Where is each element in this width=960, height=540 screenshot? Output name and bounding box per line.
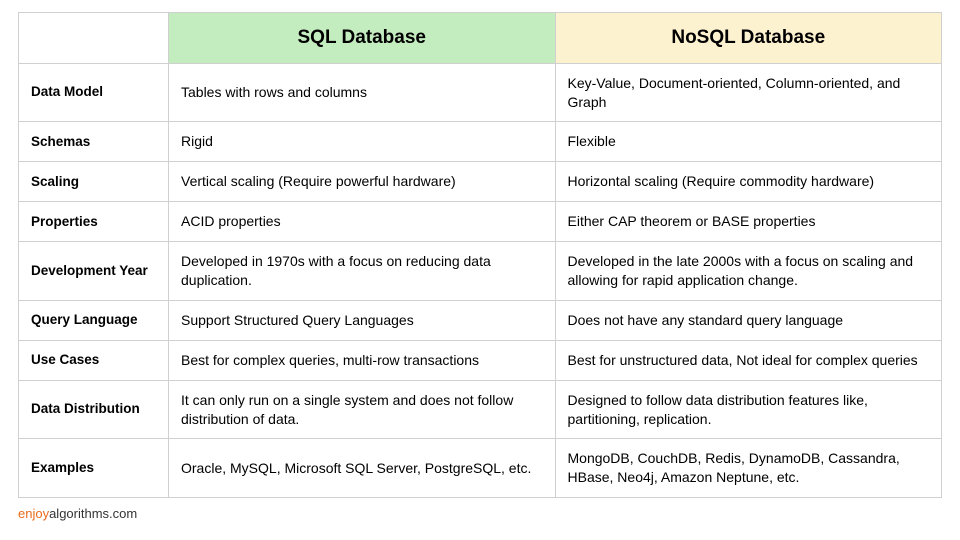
brand-domain: .com: [109, 506, 137, 521]
table-row: Properties ACID properties Either CAP th…: [19, 202, 942, 242]
table-row: Development Year Developed in 1970s with…: [19, 242, 942, 301]
nosql-cell: Either CAP theorem or BASE properties: [555, 202, 942, 242]
sql-cell: Developed in 1970s with a focus on reduc…: [169, 242, 556, 301]
row-label: Schemas: [19, 122, 169, 162]
sql-cell: ACID properties: [169, 202, 556, 242]
table-row: Schemas Rigid Flexible: [19, 122, 942, 162]
nosql-cell: Horizontal scaling (Require commodity ha…: [555, 162, 942, 202]
table-row: Scaling Vertical scaling (Require powerf…: [19, 162, 942, 202]
nosql-header: NoSQL Database: [555, 13, 942, 64]
table-row: Data Model Tables with rows and columns …: [19, 63, 942, 122]
sql-cell: Oracle, MySQL, Microsoft SQL Server, Pos…: [169, 439, 556, 498]
row-label: Examples: [19, 439, 169, 498]
brand-prefix: enjoy: [18, 506, 49, 521]
nosql-cell: Best for unstructured data, Not ideal fo…: [555, 340, 942, 380]
nosql-cell: MongoDB, CouchDB, Redis, DynamoDB, Cassa…: [555, 439, 942, 498]
corner-cell: [19, 13, 169, 64]
sql-header: SQL Database: [169, 13, 556, 64]
row-label: Scaling: [19, 162, 169, 202]
table-row: Examples Oracle, MySQL, Microsoft SQL Se…: [19, 439, 942, 498]
table-row: Use Cases Best for complex queries, mult…: [19, 340, 942, 380]
nosql-cell: Key-Value, Document-oriented, Column-ori…: [555, 63, 942, 122]
brand-suffix: algorithms: [49, 506, 109, 521]
footer-credit: enjoyalgorithms.com: [18, 506, 942, 521]
sql-cell: Vertical scaling (Require powerful hardw…: [169, 162, 556, 202]
nosql-cell: Designed to follow data distribution fea…: [555, 380, 942, 439]
row-label: Data Model: [19, 63, 169, 122]
table-row: Query Language Support Structured Query …: [19, 300, 942, 340]
nosql-cell: Developed in the late 2000s with a focus…: [555, 242, 942, 301]
row-label: Properties: [19, 202, 169, 242]
comparison-table: SQL Database NoSQL Database Data Model T…: [18, 12, 942, 498]
table-header-row: SQL Database NoSQL Database: [19, 13, 942, 64]
sql-cell: Best for complex queries, multi-row tran…: [169, 340, 556, 380]
sql-cell: It can only run on a single system and d…: [169, 380, 556, 439]
nosql-cell: Flexible: [555, 122, 942, 162]
row-label: Data Distribution: [19, 380, 169, 439]
row-label: Use Cases: [19, 340, 169, 380]
row-label: Development Year: [19, 242, 169, 301]
nosql-cell: Does not have any standard query languag…: [555, 300, 942, 340]
sql-cell: Rigid: [169, 122, 556, 162]
table-row: Data Distribution It can only run on a s…: [19, 380, 942, 439]
sql-cell: Support Structured Query Languages: [169, 300, 556, 340]
sql-cell: Tables with rows and columns: [169, 63, 556, 122]
row-label: Query Language: [19, 300, 169, 340]
